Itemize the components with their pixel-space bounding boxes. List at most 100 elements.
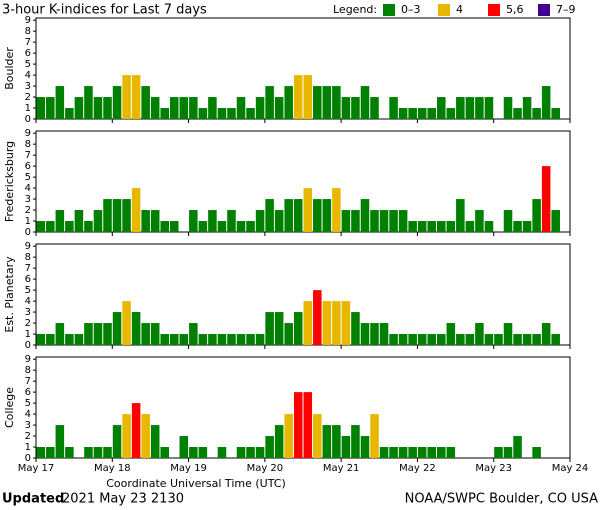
bar <box>293 75 303 119</box>
bar <box>284 86 293 119</box>
bar <box>503 447 513 458</box>
y-tick-label: 5 <box>25 172 31 183</box>
bar <box>198 221 208 232</box>
bar <box>236 334 246 345</box>
bar <box>475 323 484 345</box>
bar <box>46 97 55 119</box>
bar <box>84 221 93 232</box>
bar <box>370 210 379 232</box>
bar <box>274 97 284 119</box>
bar <box>313 86 322 119</box>
bar <box>179 436 189 458</box>
bar <box>217 334 227 345</box>
bar <box>217 108 227 119</box>
y-tick-label: 5 <box>25 285 31 296</box>
bar <box>389 97 398 119</box>
bar <box>208 210 217 232</box>
y-axis-label: Fredericksburg <box>3 141 16 222</box>
bar <box>551 334 560 345</box>
bar <box>437 447 446 458</box>
bar <box>141 414 150 458</box>
updated-time: 2021 May 23 2130 <box>62 492 184 507</box>
bar <box>150 425 160 458</box>
y-tick-label: 6 <box>25 387 31 398</box>
bar <box>408 334 417 345</box>
bar <box>379 210 389 232</box>
y-tick-label: 3 <box>25 420 31 431</box>
bar <box>74 97 84 119</box>
bar <box>332 86 341 119</box>
bar <box>274 312 284 345</box>
bar <box>389 210 398 232</box>
bar <box>484 97 494 119</box>
y-tick-label: 8 <box>25 252 31 263</box>
panel-frame <box>35 17 571 120</box>
bar <box>265 436 274 458</box>
bar <box>103 447 112 458</box>
bar <box>198 447 208 458</box>
bar <box>46 221 55 232</box>
bar <box>284 323 293 345</box>
y-tick-label: 1 <box>25 329 31 340</box>
bar <box>332 425 341 458</box>
bar <box>341 436 351 458</box>
bar <box>93 323 103 345</box>
bar <box>170 97 179 119</box>
bar <box>513 334 522 345</box>
bar <box>255 210 265 232</box>
y-tick-label: 9 <box>25 354 31 365</box>
bar <box>513 108 522 119</box>
y-tick-label: 0 <box>25 227 31 238</box>
y-tick-label: 8 <box>25 139 31 150</box>
bar <box>198 334 208 345</box>
bar <box>84 86 93 119</box>
bar <box>522 97 532 119</box>
y-tick-label: 4 <box>25 409 31 420</box>
bar <box>303 188 313 232</box>
bar <box>484 221 494 232</box>
chart-title: 3-hour K-indices for Last 7 days <box>2 3 207 18</box>
bar <box>408 108 417 119</box>
bar <box>84 323 93 345</box>
bar <box>322 301 332 345</box>
bar <box>227 334 236 345</box>
y-tick-label: 7 <box>25 263 31 274</box>
y-tick-label: 1 <box>25 442 31 453</box>
bar <box>293 312 303 345</box>
bar <box>150 210 160 232</box>
y-tick-label: 2 <box>25 318 31 329</box>
panel-frame <box>35 243 571 346</box>
x-tick-label: May 17 <box>18 463 55 474</box>
panel-frame <box>35 130 571 233</box>
bar <box>255 334 265 345</box>
bar <box>84 447 93 458</box>
bar <box>65 334 74 345</box>
bar <box>265 312 274 345</box>
bar <box>541 323 551 345</box>
bar <box>475 210 484 232</box>
bar <box>55 86 65 119</box>
bar <box>170 221 179 232</box>
legend-label: 4 <box>456 3 463 16</box>
bar <box>131 312 141 345</box>
bar <box>551 210 560 232</box>
bar <box>170 334 179 345</box>
bar <box>322 425 332 458</box>
bar <box>122 199 131 232</box>
y-axis-label: Est. Planetary <box>3 256 16 333</box>
bar <box>398 210 408 232</box>
bar <box>274 425 284 458</box>
bar <box>437 334 446 345</box>
bar <box>322 86 332 119</box>
bar <box>437 221 446 232</box>
bar <box>408 447 417 458</box>
bar <box>303 75 313 119</box>
bar <box>227 210 236 232</box>
bar <box>360 323 370 345</box>
bar <box>303 301 313 345</box>
bar <box>46 334 55 345</box>
bar <box>360 86 370 119</box>
bar <box>446 108 456 119</box>
legend-label: 7–9 <box>556 3 576 16</box>
